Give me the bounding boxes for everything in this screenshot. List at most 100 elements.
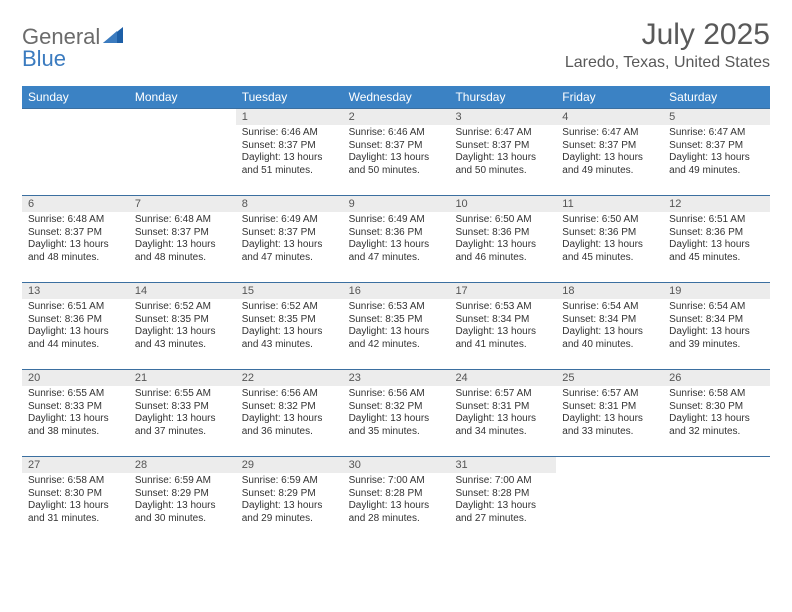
day-number: 11 (556, 196, 663, 212)
day-number (556, 457, 663, 461)
day-cell: 4Sunrise: 6:47 AMSunset: 8:37 PMDaylight… (556, 109, 663, 195)
sunset-text: Sunset: 8:36 PM (28, 314, 123, 327)
day-body: Sunrise: 6:58 AMSunset: 8:30 PMDaylight:… (22, 473, 129, 529)
week-row: 27Sunrise: 6:58 AMSunset: 8:30 PMDayligh… (22, 456, 770, 543)
daylight-text: Daylight: 13 hours and 34 minutes. (455, 413, 550, 438)
sunrise-text: Sunrise: 6:49 AM (242, 214, 337, 227)
day-number: 18 (556, 283, 663, 299)
daylight-text: Daylight: 13 hours and 41 minutes. (455, 326, 550, 351)
sunset-text: Sunset: 8:37 PM (242, 140, 337, 153)
day-number: 3 (449, 109, 556, 125)
daylight-text: Daylight: 13 hours and 43 minutes. (242, 326, 337, 351)
daylight-text: Daylight: 13 hours and 38 minutes. (28, 413, 123, 438)
day-cell: 12Sunrise: 6:51 AMSunset: 8:36 PMDayligh… (663, 196, 770, 282)
sunset-text: Sunset: 8:37 PM (135, 227, 230, 240)
day-cell: 21Sunrise: 6:55 AMSunset: 8:33 PMDayligh… (129, 370, 236, 456)
sunrise-text: Sunrise: 6:54 AM (669, 301, 764, 314)
sunrise-text: Sunrise: 6:47 AM (562, 127, 657, 140)
day-number: 22 (236, 370, 343, 386)
daylight-text: Daylight: 13 hours and 35 minutes. (349, 413, 444, 438)
sunset-text: Sunset: 8:35 PM (135, 314, 230, 327)
day-body: Sunrise: 6:48 AMSunset: 8:37 PMDaylight:… (22, 212, 129, 268)
daylight-text: Daylight: 13 hours and 47 minutes. (349, 239, 444, 264)
day-number: 23 (343, 370, 450, 386)
daylight-text: Daylight: 13 hours and 42 minutes. (349, 326, 444, 351)
day-cell: 15Sunrise: 6:52 AMSunset: 8:35 PMDayligh… (236, 283, 343, 369)
daylight-text: Daylight: 13 hours and 50 minutes. (455, 152, 550, 177)
daylight-text: Daylight: 13 hours and 40 minutes. (562, 326, 657, 351)
day-cell: 14Sunrise: 6:52 AMSunset: 8:35 PMDayligh… (129, 283, 236, 369)
sunset-text: Sunset: 8:37 PM (455, 140, 550, 153)
month-title: July 2025 (565, 18, 770, 52)
day-cell (663, 457, 770, 543)
day-cell: 10Sunrise: 6:50 AMSunset: 8:36 PMDayligh… (449, 196, 556, 282)
daylight-text: Daylight: 13 hours and 33 minutes. (562, 413, 657, 438)
day-cell: 30Sunrise: 7:00 AMSunset: 8:28 PMDayligh… (343, 457, 450, 543)
sunrise-text: Sunrise: 6:53 AM (455, 301, 550, 314)
day-body: Sunrise: 6:51 AMSunset: 8:36 PMDaylight:… (22, 299, 129, 355)
sunset-text: Sunset: 8:37 PM (562, 140, 657, 153)
logo-sail-icon (103, 27, 123, 43)
day-number: 15 (236, 283, 343, 299)
day-cell: 31Sunrise: 7:00 AMSunset: 8:28 PMDayligh… (449, 457, 556, 543)
day-cell (129, 109, 236, 195)
day-cell: 18Sunrise: 6:54 AMSunset: 8:34 PMDayligh… (556, 283, 663, 369)
day-cell: 13Sunrise: 6:51 AMSunset: 8:36 PMDayligh… (22, 283, 129, 369)
dow-friday: Friday (556, 86, 663, 108)
day-cell: 26Sunrise: 6:58 AMSunset: 8:30 PMDayligh… (663, 370, 770, 456)
daylight-text: Daylight: 13 hours and 47 minutes. (242, 239, 337, 264)
day-body: Sunrise: 6:54 AMSunset: 8:34 PMDaylight:… (663, 299, 770, 355)
daylight-text: Daylight: 13 hours and 50 minutes. (349, 152, 444, 177)
day-body: Sunrise: 6:48 AMSunset: 8:37 PMDaylight:… (129, 212, 236, 268)
day-number: 19 (663, 283, 770, 299)
sunset-text: Sunset: 8:30 PM (28, 488, 123, 501)
day-body: Sunrise: 6:50 AMSunset: 8:36 PMDaylight:… (449, 212, 556, 268)
logo-text-blue-wrap: Blue (22, 46, 66, 72)
day-body: Sunrise: 6:57 AMSunset: 8:31 PMDaylight:… (556, 386, 663, 442)
header: General July 2025 Laredo, Texas, United … (22, 18, 770, 72)
day-body: Sunrise: 7:00 AMSunset: 8:28 PMDaylight:… (343, 473, 450, 529)
week-row: 6Sunrise: 6:48 AMSunset: 8:37 PMDaylight… (22, 195, 770, 282)
day-body: Sunrise: 6:46 AMSunset: 8:37 PMDaylight:… (343, 125, 450, 181)
sunrise-text: Sunrise: 6:52 AM (242, 301, 337, 314)
sunrise-text: Sunrise: 6:55 AM (135, 388, 230, 401)
day-body: Sunrise: 6:51 AMSunset: 8:36 PMDaylight:… (663, 212, 770, 268)
daylight-text: Daylight: 13 hours and 36 minutes. (242, 413, 337, 438)
daylight-text: Daylight: 13 hours and 45 minutes. (562, 239, 657, 264)
day-cell: 27Sunrise: 6:58 AMSunset: 8:30 PMDayligh… (22, 457, 129, 543)
day-number: 1 (236, 109, 343, 125)
day-cell: 29Sunrise: 6:59 AMSunset: 8:29 PMDayligh… (236, 457, 343, 543)
day-body: Sunrise: 6:58 AMSunset: 8:30 PMDaylight:… (663, 386, 770, 442)
sunset-text: Sunset: 8:37 PM (669, 140, 764, 153)
day-number: 30 (343, 457, 450, 473)
daylight-text: Daylight: 13 hours and 45 minutes. (669, 239, 764, 264)
day-number (22, 109, 129, 113)
day-number: 17 (449, 283, 556, 299)
day-body: Sunrise: 6:56 AMSunset: 8:32 PMDaylight:… (236, 386, 343, 442)
day-body: Sunrise: 7:00 AMSunset: 8:28 PMDaylight:… (449, 473, 556, 529)
sunrise-text: Sunrise: 6:54 AM (562, 301, 657, 314)
day-body: Sunrise: 6:54 AMSunset: 8:34 PMDaylight:… (556, 299, 663, 355)
sunset-text: Sunset: 8:29 PM (242, 488, 337, 501)
day-cell: 7Sunrise: 6:48 AMSunset: 8:37 PMDaylight… (129, 196, 236, 282)
sunrise-text: Sunrise: 6:48 AM (28, 214, 123, 227)
day-cell: 8Sunrise: 6:49 AMSunset: 8:37 PMDaylight… (236, 196, 343, 282)
daylight-text: Daylight: 13 hours and 46 minutes. (455, 239, 550, 264)
day-cell: 6Sunrise: 6:48 AMSunset: 8:37 PMDaylight… (22, 196, 129, 282)
daylight-text: Daylight: 13 hours and 37 minutes. (135, 413, 230, 438)
sunset-text: Sunset: 8:34 PM (562, 314, 657, 327)
dow-sunday: Sunday (22, 86, 129, 108)
sunrise-text: Sunrise: 6:59 AM (135, 475, 230, 488)
sunrise-text: Sunrise: 6:51 AM (669, 214, 764, 227)
daylight-text: Daylight: 13 hours and 29 minutes. (242, 500, 337, 525)
day-cell (556, 457, 663, 543)
day-number: 7 (129, 196, 236, 212)
day-cell: 2Sunrise: 6:46 AMSunset: 8:37 PMDaylight… (343, 109, 450, 195)
sunset-text: Sunset: 8:32 PM (349, 401, 444, 414)
daylight-text: Daylight: 13 hours and 32 minutes. (669, 413, 764, 438)
day-cell: 24Sunrise: 6:57 AMSunset: 8:31 PMDayligh… (449, 370, 556, 456)
sunset-text: Sunset: 8:36 PM (349, 227, 444, 240)
sunrise-text: Sunrise: 6:49 AM (349, 214, 444, 227)
sunrise-text: Sunrise: 7:00 AM (349, 475, 444, 488)
day-body: Sunrise: 6:47 AMSunset: 8:37 PMDaylight:… (556, 125, 663, 181)
